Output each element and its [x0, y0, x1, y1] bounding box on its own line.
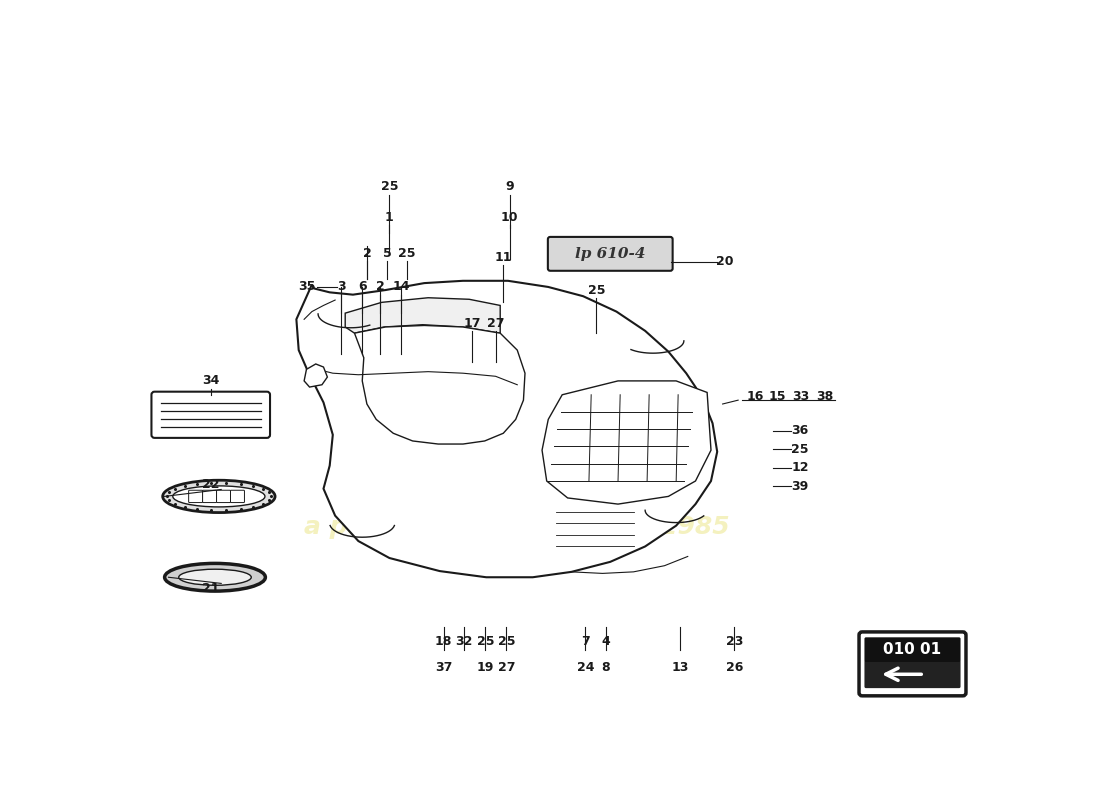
Ellipse shape	[163, 480, 275, 513]
Text: 25: 25	[497, 634, 515, 648]
FancyBboxPatch shape	[217, 490, 231, 502]
Text: 27: 27	[497, 661, 515, 674]
Text: 3: 3	[337, 281, 345, 294]
Text: 26: 26	[726, 661, 742, 674]
Text: 20: 20	[716, 255, 734, 268]
Text: 27: 27	[487, 317, 504, 330]
Polygon shape	[296, 281, 717, 578]
Ellipse shape	[178, 570, 251, 586]
Text: 36: 36	[792, 425, 808, 438]
Text: 9: 9	[505, 180, 514, 194]
Text: 19: 19	[476, 661, 494, 674]
Text: 8: 8	[602, 661, 609, 674]
Text: 2: 2	[363, 246, 372, 259]
Text: 16: 16	[747, 390, 763, 403]
Text: 25: 25	[381, 180, 398, 194]
Text: 23: 23	[726, 634, 742, 648]
Ellipse shape	[165, 563, 265, 591]
Text: 18: 18	[434, 634, 452, 648]
Text: 22: 22	[202, 478, 220, 491]
Text: 32: 32	[455, 634, 473, 648]
Text: 37: 37	[434, 661, 452, 674]
Text: 14: 14	[393, 281, 409, 294]
Polygon shape	[542, 381, 711, 504]
Text: 7: 7	[581, 634, 590, 648]
FancyBboxPatch shape	[548, 237, 672, 270]
FancyBboxPatch shape	[231, 490, 244, 502]
Text: euroshares: euroshares	[360, 450, 675, 498]
Text: 34: 34	[202, 374, 220, 387]
Text: lp 610-4: lp 610-4	[575, 247, 646, 261]
Polygon shape	[304, 364, 328, 387]
Text: 25: 25	[398, 246, 416, 259]
Text: 11: 11	[495, 251, 512, 264]
Text: a passion for parts since 1985: a passion for parts since 1985	[305, 515, 730, 539]
Text: 6: 6	[358, 281, 366, 294]
Ellipse shape	[173, 486, 265, 507]
Text: 38: 38	[816, 390, 834, 403]
FancyBboxPatch shape	[865, 638, 960, 662]
Text: 13: 13	[671, 661, 689, 674]
FancyBboxPatch shape	[152, 392, 270, 438]
Text: 15: 15	[769, 390, 786, 403]
Text: 35: 35	[298, 281, 315, 294]
Polygon shape	[354, 326, 525, 444]
Text: 17: 17	[463, 317, 481, 330]
Text: 10: 10	[500, 211, 518, 224]
Text: 2: 2	[376, 281, 385, 294]
Text: 25: 25	[476, 634, 494, 648]
FancyBboxPatch shape	[189, 490, 202, 502]
Text: 12: 12	[791, 462, 808, 474]
Text: 25: 25	[791, 443, 808, 456]
Text: 4: 4	[602, 634, 610, 648]
Text: 33: 33	[792, 390, 810, 403]
FancyBboxPatch shape	[865, 661, 960, 688]
Text: 010 01: 010 01	[883, 642, 942, 657]
FancyBboxPatch shape	[859, 632, 966, 696]
Text: 21: 21	[202, 582, 220, 595]
FancyBboxPatch shape	[202, 490, 217, 502]
Polygon shape	[345, 298, 500, 333]
Text: 1: 1	[385, 211, 394, 224]
Text: 39: 39	[792, 480, 808, 493]
Text: 24: 24	[576, 661, 594, 674]
Text: 5: 5	[383, 246, 392, 259]
Text: 25: 25	[587, 283, 605, 297]
